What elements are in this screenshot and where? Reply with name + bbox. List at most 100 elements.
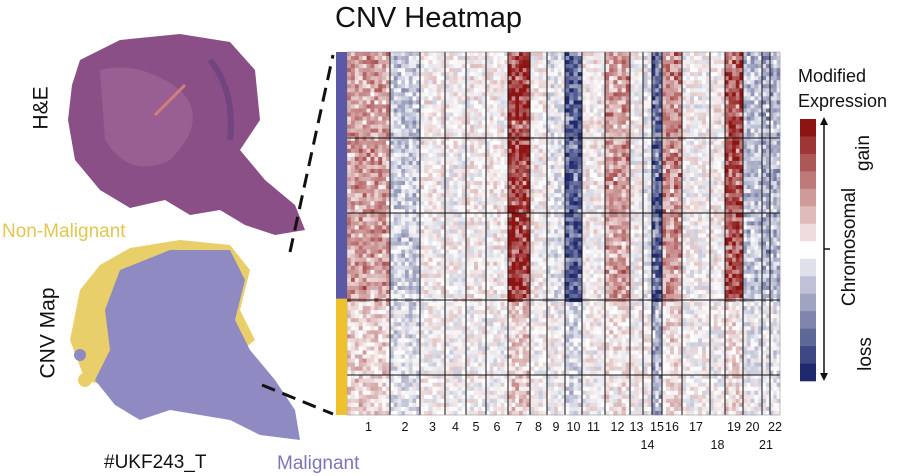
heatmap-cell [408,185,413,190]
heatmap-cell [609,64,614,69]
heatmap-cell [378,64,383,69]
heatmap-cell [634,120,639,125]
heatmap-cell [412,64,417,69]
heatmap-cell [461,108,467,113]
heatmap-cell [408,136,413,142]
heatmap-cell [702,148,707,154]
heatmap-cell [743,221,748,226]
heatmap-cell [416,56,421,61]
heatmap-cell [565,197,570,202]
heatmap-cell [504,225,509,230]
heatmap-cell [662,112,667,117]
heatmap-cell [457,217,463,222]
heatmap-cell [762,221,767,226]
heatmap-cell [750,189,755,194]
heatmap-cell [408,181,413,186]
heatmap-cell [449,68,454,73]
heatmap-cell [625,80,631,85]
heatmap-cell [449,76,454,81]
heatmap-cell [630,193,635,198]
heatmap-cell [461,181,467,186]
heatmap-cell [601,229,606,234]
heatmap-cell [470,148,475,154]
heatmap-cell [694,136,699,142]
heatmap-cell [597,209,602,214]
heatmap-cell [743,128,748,133]
heatmap-cell [538,140,544,146]
heatmap-cell [670,156,675,162]
heatmap-cell [762,64,767,69]
heatmap-cell [428,213,433,218]
heatmap-cell [674,152,679,158]
heatmap-cell [573,181,579,186]
heatmap-cell [519,229,523,234]
heatmap-cell [776,185,781,190]
heatmap-cell [605,120,610,125]
heatmap-cell [732,197,737,202]
heatmap-cell [526,68,531,73]
heatmap-cell [497,152,501,158]
heatmap-cell [713,136,718,142]
heatmap-cell [461,229,467,234]
heatmap-cell [354,193,360,198]
heatmap-cell [432,205,437,210]
heatmap-cell [493,209,498,214]
heatmap-cell [713,56,718,61]
heatmap-cell [530,100,535,105]
heatmap-cell [374,104,379,109]
heatmap-cell [593,168,598,174]
heatmap-cell [728,205,733,210]
heatmap-cell [569,160,574,166]
heatmap-cell [366,205,371,210]
heatmap-cell [393,148,398,154]
heatmap-cell [405,189,410,194]
heatmap-cell [593,88,598,93]
heatmap-cell [397,80,402,85]
heatmap-cell [461,225,467,230]
heatmap-cell [585,185,590,190]
heatmap-cell [652,177,656,182]
heatmap-cell [643,177,648,182]
heatmap-cell [569,68,574,73]
heatmap-cell [478,140,483,146]
heatmap-cell [500,205,505,210]
heatmap-cell [370,193,375,198]
heatmap-cell [493,185,498,190]
heatmap-cell [530,72,535,77]
heatmap-cell [378,225,383,230]
heatmap-cell [746,225,751,230]
heatmap-cell [405,64,410,69]
heatmap-cell [436,205,442,210]
heatmap-cell [638,72,644,77]
heatmap-cell [706,72,711,77]
heatmap-cell [647,116,653,121]
heatmap-cell [565,88,570,93]
heatmap-cell [682,108,687,113]
heatmap-cell [577,177,583,182]
heatmap-cell [702,76,707,81]
heatmap-cell [589,173,594,178]
heatmap-cell [776,148,781,154]
heatmap-cell [550,213,555,218]
heatmap-cell [690,116,695,121]
heatmap-cell [573,96,579,101]
heatmap-cell [347,64,352,69]
heatmap-cell [412,116,417,121]
heatmap-cell [478,177,483,182]
heatmap-cell [662,193,667,198]
heatmap-cell [436,84,442,89]
heatmap-cell [412,193,417,198]
heatmap-cell [762,185,767,190]
heatmap-cell [461,64,467,69]
heatmap-cell [670,116,675,121]
heatmap-cell [412,104,417,109]
heatmap-cell [658,140,663,146]
heatmap-cell [461,185,467,190]
heatmap-cell [412,160,417,166]
heatmap-cell [386,152,391,158]
heatmap-cell [658,225,663,230]
heatmap-cell [511,197,516,202]
heatmap-cell [500,108,505,113]
heatmap-cell [655,201,659,206]
heatmap-cell [557,76,562,81]
